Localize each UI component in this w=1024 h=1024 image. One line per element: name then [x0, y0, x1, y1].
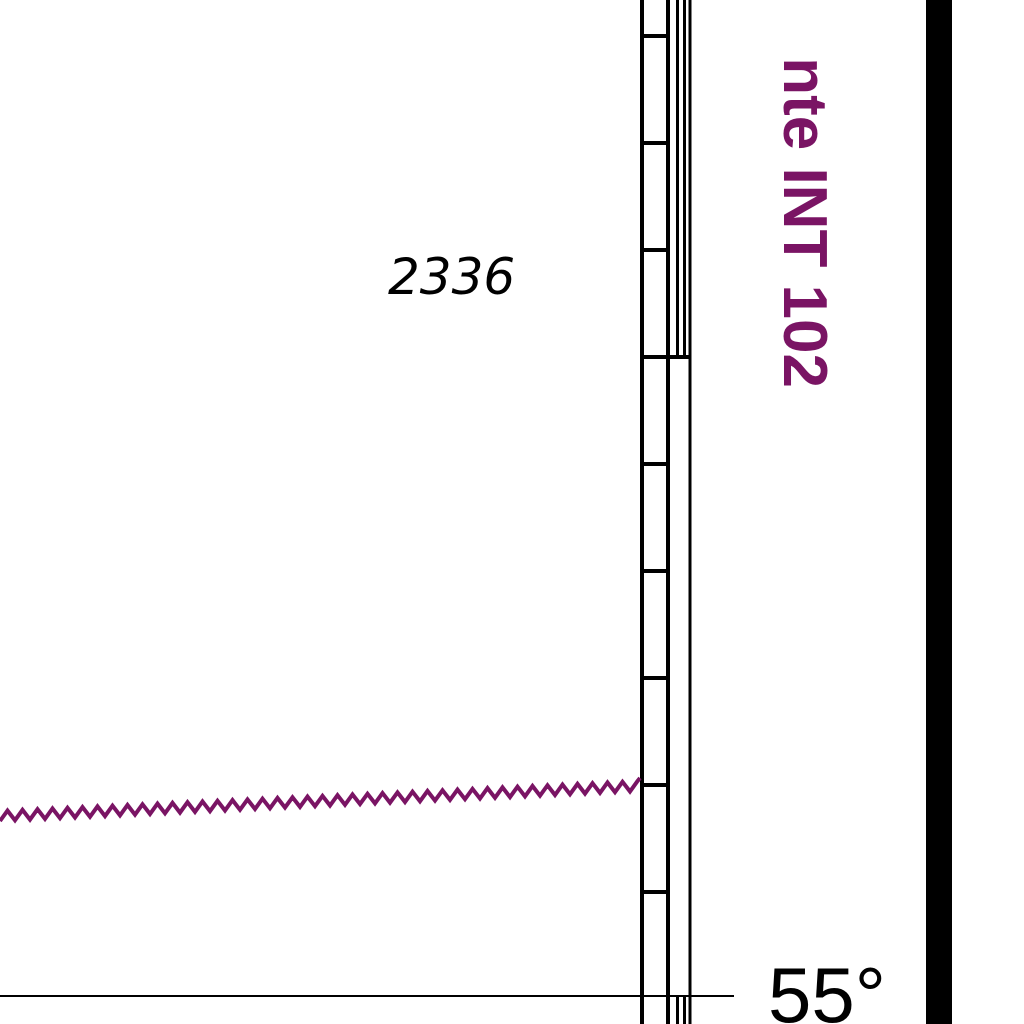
latitude-label: 55° [768, 951, 886, 1024]
chart-reference-label: nte INT 102 [770, 57, 839, 388]
limit-line [0, 776, 642, 824]
graduated-border [640, 0, 692, 1024]
depth-sounding: 2336 [388, 248, 515, 306]
scale-ticks [642, 34, 668, 894]
scale-bar-light-segment-bottom [679, 996, 683, 1024]
neatline-border [926, 0, 952, 1024]
scale-bar-light-segment [679, 0, 683, 356]
